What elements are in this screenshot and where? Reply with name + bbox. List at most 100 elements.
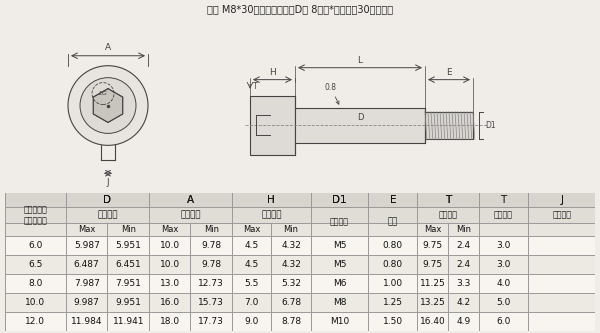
Text: D: D: [357, 114, 363, 123]
Text: 10.0: 10.0: [25, 298, 46, 307]
Text: Min: Min: [203, 225, 218, 234]
Text: 3.0: 3.0: [496, 260, 511, 269]
Text: T: T: [500, 195, 506, 205]
Text: 11.941: 11.941: [112, 317, 144, 326]
Text: 7.987: 7.987: [74, 279, 100, 288]
Text: 12.0: 12.0: [25, 317, 46, 326]
Bar: [5, 192, 595, 207]
Text: 8.0: 8.0: [28, 279, 43, 288]
Text: 6.78: 6.78: [281, 298, 301, 307]
Text: D: D: [103, 195, 112, 205]
Text: 13.25: 13.25: [420, 298, 446, 307]
Text: H: H: [269, 68, 276, 77]
Text: 5.0: 5.0: [496, 298, 511, 307]
Text: 0.80: 0.80: [383, 260, 403, 269]
Text: 螺纹长度: 螺纹长度: [439, 211, 458, 220]
Text: T: T: [253, 82, 257, 91]
Text: 4.0: 4.0: [496, 279, 511, 288]
Circle shape: [80, 78, 136, 134]
Text: 1.00: 1.00: [383, 279, 403, 288]
Text: 基本的肩直
径公称尺寸: 基本的肩直 径公称尺寸: [23, 205, 47, 225]
Bar: [5, 223, 595, 236]
Text: 六角深度: 六角深度: [494, 211, 513, 220]
Text: 18.0: 18.0: [160, 317, 180, 326]
Text: H: H: [268, 195, 275, 205]
Text: 11.984: 11.984: [71, 317, 103, 326]
Text: 例： M8*30定元杆直径粗（D） 8毫米*元杆长度30（毫米）: 例： M8*30定元杆直径粗（D） 8毫米*元杆长度30（毫米）: [207, 4, 393, 14]
Text: T: T: [445, 195, 451, 205]
Bar: [250, 96, 295, 155]
Text: 4.5: 4.5: [244, 241, 259, 250]
Text: D1: D1: [332, 195, 347, 205]
Text: 15.73: 15.73: [198, 298, 224, 307]
Text: 1.50: 1.50: [383, 317, 403, 326]
Text: 5.987: 5.987: [74, 241, 100, 250]
Text: A: A: [187, 195, 194, 205]
Bar: [5, 274, 595, 293]
Text: 头部厚度: 头部厚度: [261, 211, 281, 220]
Text: 2.4: 2.4: [457, 241, 470, 250]
Text: 5.951: 5.951: [115, 241, 141, 250]
Text: 2.4: 2.4: [457, 260, 470, 269]
Text: 4.2: 4.2: [457, 298, 470, 307]
Bar: [5, 255, 595, 274]
Text: M10: M10: [330, 317, 349, 326]
Bar: [5, 236, 595, 255]
Text: 9.75: 9.75: [423, 260, 443, 269]
Text: 5.32: 5.32: [281, 279, 301, 288]
Text: E: E: [389, 195, 396, 205]
Text: 0.80: 0.80: [383, 241, 403, 250]
Bar: [5, 192, 595, 207]
Text: 6.0: 6.0: [28, 241, 43, 250]
Bar: [5, 293, 595, 312]
Text: 头部直径: 头部直径: [180, 211, 200, 220]
Bar: [5, 312, 595, 331]
Text: M5: M5: [333, 260, 346, 269]
Text: Max: Max: [161, 225, 178, 234]
Text: 16.40: 16.40: [420, 317, 446, 326]
Text: 17.73: 17.73: [198, 317, 224, 326]
Bar: [5, 207, 595, 223]
Text: D: D: [103, 195, 112, 205]
Text: E: E: [446, 68, 452, 77]
Text: Max: Max: [78, 225, 95, 234]
Text: 论纹直径: 论纹直径: [330, 217, 349, 226]
Text: D1: D1: [332, 195, 347, 205]
Text: 9.75: 9.75: [423, 241, 443, 250]
Text: 3.3: 3.3: [456, 279, 470, 288]
Text: A: A: [187, 195, 194, 205]
Text: 9.0: 9.0: [244, 317, 259, 326]
Bar: [295, 108, 425, 144]
Text: Min: Min: [284, 225, 299, 234]
Text: 0.8: 0.8: [325, 83, 339, 104]
Text: 7.0: 7.0: [244, 298, 259, 307]
Text: Min: Min: [121, 225, 136, 234]
Text: Max: Max: [243, 225, 260, 234]
Circle shape: [68, 66, 148, 145]
Text: D1: D1: [485, 121, 496, 130]
Text: M6: M6: [333, 279, 346, 288]
Text: 9.987: 9.987: [74, 298, 100, 307]
Text: 9.78: 9.78: [201, 260, 221, 269]
Text: 6.451: 6.451: [115, 260, 141, 269]
Text: 5.5: 5.5: [244, 279, 259, 288]
Text: A: A: [105, 43, 111, 52]
Text: 六角对边: 六角对边: [552, 211, 571, 220]
Text: Min: Min: [456, 225, 471, 234]
Text: 10.0: 10.0: [160, 241, 180, 250]
Text: Max: Max: [424, 225, 442, 234]
Text: 4.32: 4.32: [281, 260, 301, 269]
Text: 9.78: 9.78: [201, 241, 221, 250]
Text: 6.5: 6.5: [28, 260, 43, 269]
Text: 9.951: 9.951: [115, 298, 141, 307]
Text: 13.0: 13.0: [160, 279, 180, 288]
Text: E: E: [389, 195, 396, 205]
Text: 1.25: 1.25: [383, 298, 403, 307]
Text: 16.0: 16.0: [160, 298, 180, 307]
Bar: [425, 112, 473, 140]
Text: J: J: [560, 195, 563, 205]
Text: 8.78: 8.78: [281, 317, 301, 326]
Polygon shape: [93, 89, 123, 123]
Text: M5: M5: [333, 241, 346, 250]
Text: 3.0: 3.0: [496, 241, 511, 250]
